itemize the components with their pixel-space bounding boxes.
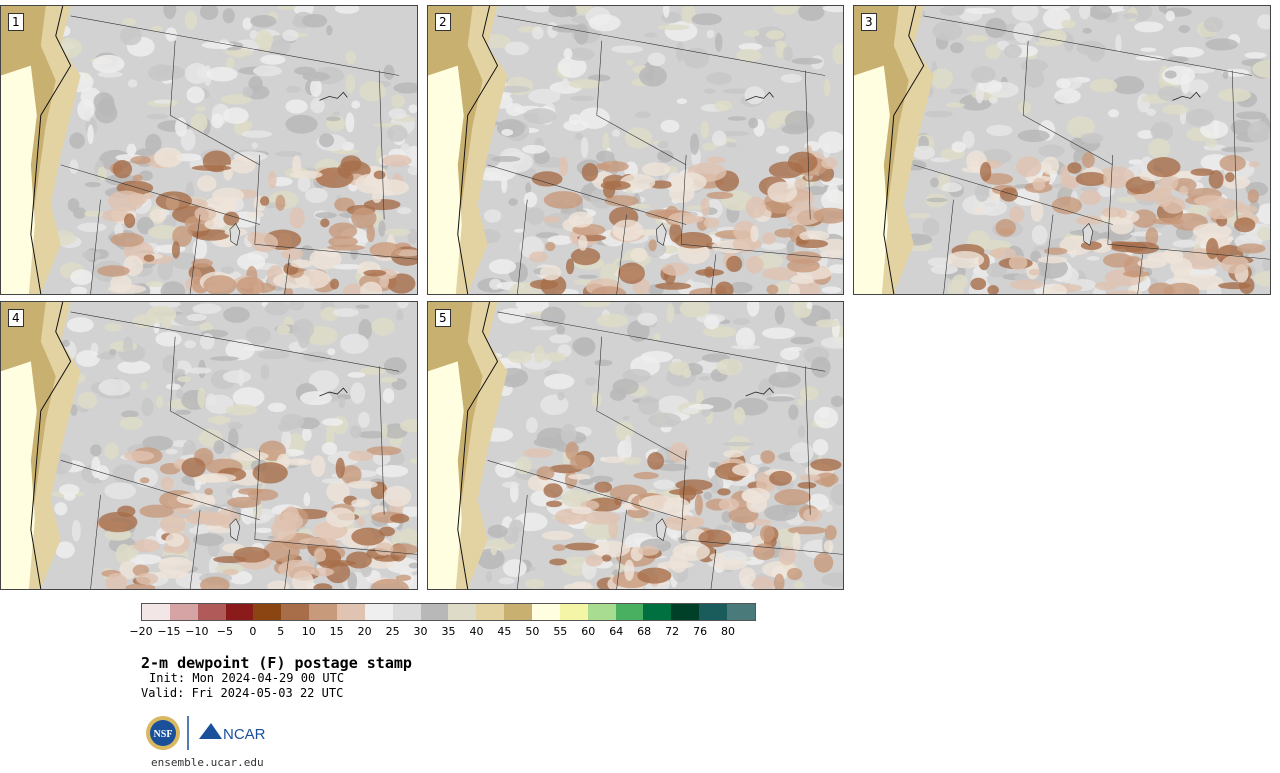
panel-label: 3 <box>861 13 877 31</box>
dewpoint-map <box>428 6 843 294</box>
colorbar-tick-label: 72 <box>665 625 680 638</box>
colorbar-tick-label: 80 <box>721 625 736 638</box>
colorbar-tick-label: 68 <box>637 625 652 638</box>
colorbar-tick-label: 45 <box>497 625 512 638</box>
colorbar-swatch <box>615 604 644 620</box>
colorbar-swatch <box>699 604 728 620</box>
member-panel-1[interactable]: 1 <box>0 5 418 295</box>
ncar-logo-text: NCAR <box>223 726 266 743</box>
dewpoint-map <box>1 6 417 294</box>
colorbar-swatch <box>169 604 198 620</box>
member-panel-4[interactable]: 4 <box>0 301 418 590</box>
panel-label: 1 <box>8 13 24 31</box>
colorbar-tick-label: 15 <box>329 625 344 638</box>
colorbar-swatch <box>197 604 226 620</box>
dewpoint-map <box>854 6 1270 294</box>
colorbar-swatch <box>504 604 533 620</box>
colorbar-swatch <box>392 604 421 620</box>
member-panel-3[interactable]: 3 <box>853 5 1271 295</box>
ncar-logo-icon: NCAR <box>199 723 266 743</box>
colorbar-swatch <box>671 604 700 620</box>
colorbar-tick-label: 25 <box>385 625 400 638</box>
colorbar-tick-label: 35 <box>441 625 456 638</box>
colorbar-swatch <box>643 604 672 620</box>
colorbar-swatch <box>337 604 365 620</box>
colorbar-tick-label: −5 <box>216 625 233 638</box>
colorbar-swatch <box>309 604 338 620</box>
chart-title: 2-m dewpoint (F) postage stamp <box>141 654 412 672</box>
colorbar-swatch <box>225 604 254 620</box>
dewpoint-map <box>428 302 843 589</box>
colorbar-swatch <box>559 604 588 620</box>
colorbar-ticks: −20 −15 −10 −5 0 5 10 15 20 25 30 35 40 45 50 55 60 64 68 7… <box>0 625 900 639</box>
init-time: Init: Mon 2024-04-29 00 UTC <box>149 671 345 685</box>
member-panel-5[interactable]: 5 <box>427 301 844 590</box>
colorbar-tick-label: 50 <box>525 625 540 638</box>
member-panel-2[interactable]: 2 <box>427 5 844 295</box>
colorbar-swatch <box>532 604 560 620</box>
colorbar-tick-label: 40 <box>469 625 484 638</box>
colorbar-tick-label: −20 <box>129 625 153 638</box>
nsf-logo-text: NSF <box>154 729 173 740</box>
colorbar-tick-label: 0 <box>249 625 257 638</box>
valid-time: Valid: Fri 2024-05-03 22 UTC <box>141 686 344 700</box>
colorbar-tick-label: 10 <box>301 625 316 638</box>
colorbar-tick-label: 55 <box>553 625 568 638</box>
site-url: ensemble.ucar.edu <box>151 756 264 769</box>
colorbar-swatch <box>364 604 393 620</box>
colorbar-tick-label: 5 <box>277 625 285 638</box>
panel-label: 5 <box>435 309 451 327</box>
colorbar-tick-label: 20 <box>357 625 372 638</box>
panel-label: 4 <box>8 309 24 327</box>
nsf-logo-icon: NSF <box>146 716 180 750</box>
colorbar-swatch <box>587 604 616 620</box>
colorbar-tick-label: −15 <box>157 625 181 638</box>
colorbar-tick-label: 60 <box>581 625 596 638</box>
colorbar-swatch <box>253 604 282 620</box>
colorbar-swatch <box>142 604 170 620</box>
panel-label: 2 <box>435 13 451 31</box>
dewpoint-map <box>1 302 417 589</box>
colorbar-swatch <box>727 604 755 620</box>
sponsor-logos: NSF NCAR <box>146 716 266 750</box>
colorbar-swatch <box>281 604 310 620</box>
colorbar <box>141 603 756 621</box>
colorbar-tick-label: 64 <box>609 625 624 638</box>
colorbar-swatch <box>420 604 449 620</box>
colorbar-swatch <box>476 604 505 620</box>
colorbar-tick-label: −10 <box>185 625 209 638</box>
colorbar-swatch <box>448 604 477 620</box>
colorbar-tick-label: 30 <box>413 625 428 638</box>
colorbar-tick-label: 76 <box>693 625 708 638</box>
